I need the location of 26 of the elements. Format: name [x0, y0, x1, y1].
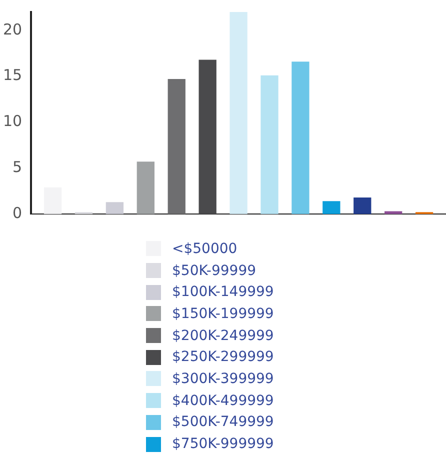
- legend-label: $400K-499999: [172, 392, 274, 409]
- bar: [106, 202, 124, 214]
- bar: [384, 211, 402, 214]
- bar: [292, 62, 310, 214]
- legend-label: $750K-999999: [172, 436, 274, 452]
- y-tick-label: 5: [12, 158, 22, 176]
- bar: [44, 187, 62, 214]
- legend-label: $150K-199999: [172, 306, 274, 322]
- legend-label: $500K-749999: [172, 414, 274, 430]
- bar: [198, 60, 216, 214]
- legend-label: $250K-299999: [172, 349, 274, 366]
- legend-label: $300K-399999: [172, 370, 274, 387]
- y-tick-label: 0: [12, 204, 22, 222]
- bar: [230, 12, 248, 214]
- bar: [322, 201, 340, 214]
- legend-label: <$50000: [172, 240, 238, 257]
- bar: [136, 162, 154, 214]
- bar: [354, 197, 372, 214]
- legend-label: $100K-149999: [172, 284, 274, 300]
- bar: [260, 75, 278, 214]
- y-tick-label: 20: [2, 20, 22, 38]
- legend-label: $50K-99999: [172, 262, 256, 279]
- y-tick-label: 15: [2, 66, 22, 84]
- bar: [168, 79, 186, 214]
- legend-label: $200K-249999: [172, 328, 274, 344]
- y-tick-label: 10: [2, 112, 22, 130]
